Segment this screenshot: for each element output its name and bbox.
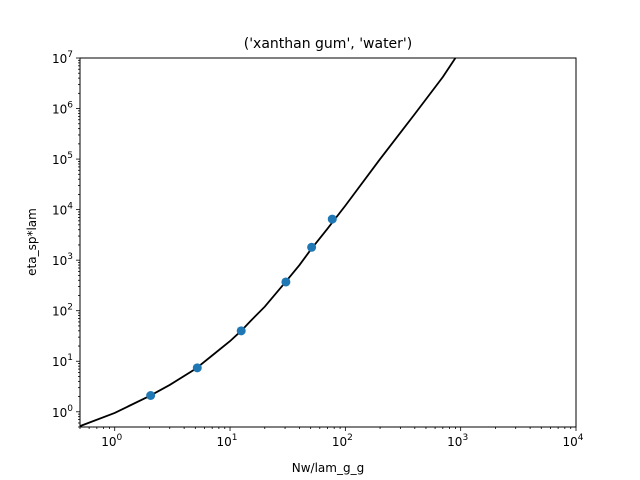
y-tick-label: 105	[52, 151, 73, 167]
x-tick-label: 101	[217, 433, 238, 449]
y-tick-label: 106	[52, 101, 73, 117]
y-tick-label: 107	[52, 50, 73, 66]
chart-title: ('xanthan gum', 'water')	[244, 36, 413, 52]
plot-area	[80, 58, 457, 427]
data-point	[281, 277, 291, 287]
y-axis: 100 101 102 103 104 105 106 107	[52, 50, 80, 428]
x-tick-label: 104	[562, 433, 583, 449]
axes-frame	[79, 57, 577, 428]
fit-line	[80, 58, 457, 427]
data-point	[327, 214, 337, 224]
data-point	[146, 391, 156, 400]
x-tick-label: 103	[447, 433, 468, 449]
x-axis: 100 101 102 103 104	[79, 427, 584, 449]
y-axis-label: eta_sp*lam	[25, 208, 39, 276]
y-tick-label: 102	[52, 303, 73, 319]
y-tick-label: 101	[52, 353, 73, 369]
x-tick-label: 102	[332, 433, 353, 449]
y-tick-label: 100	[52, 404, 73, 420]
data-point	[236, 326, 246, 336]
x-tick-label: 100	[101, 433, 122, 449]
data-point	[192, 363, 202, 373]
y-tick-label: 103	[52, 252, 73, 268]
x-axis-label: Nw/lam_g_g	[292, 461, 364, 475]
y-tick-label: 104	[52, 202, 73, 218]
data-point	[307, 242, 317, 252]
